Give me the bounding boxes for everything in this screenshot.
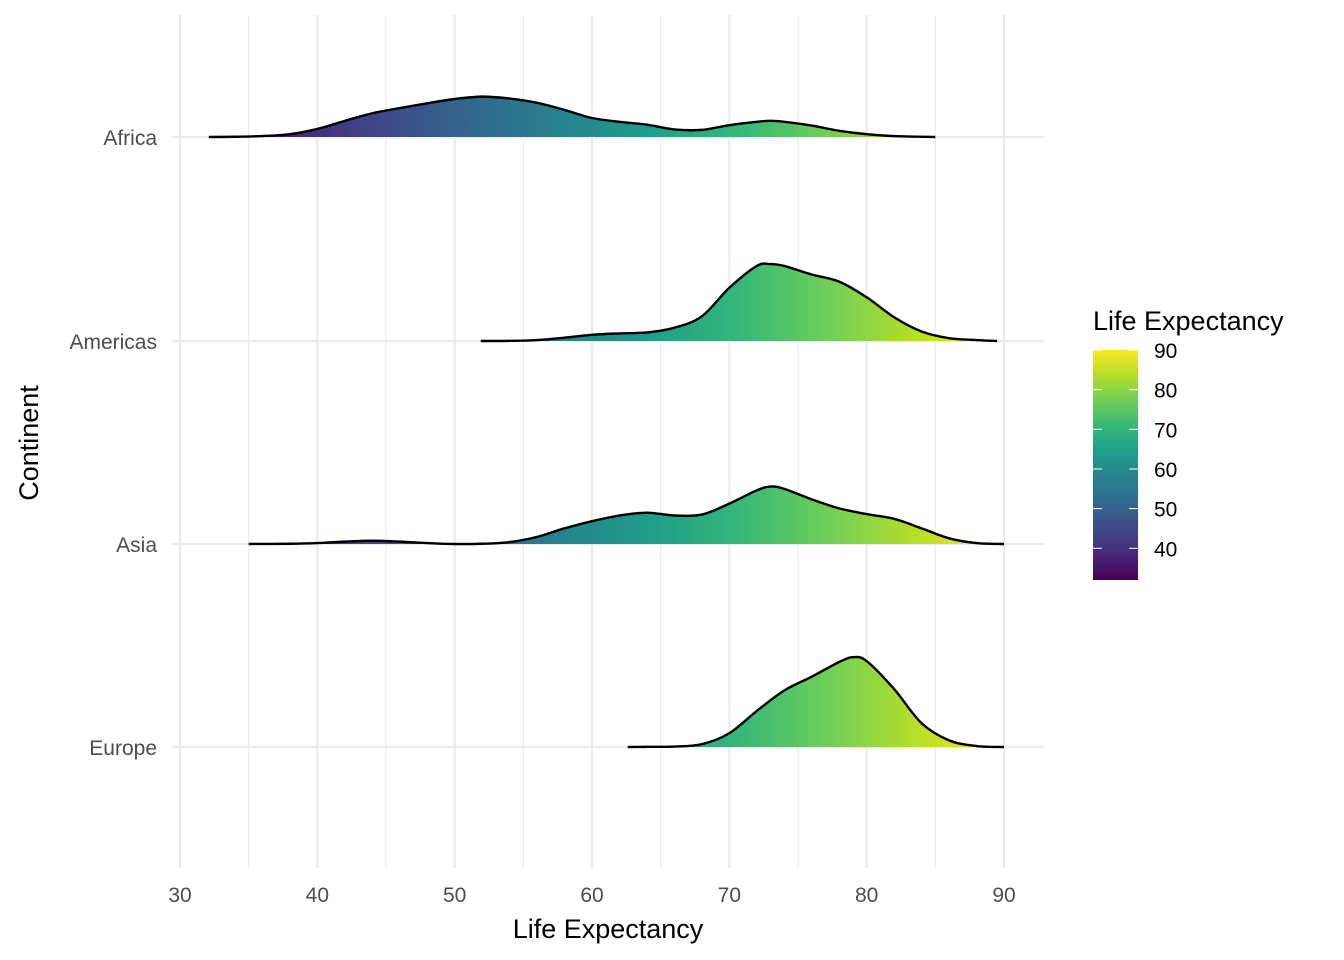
legend-label-60: 60 bbox=[1154, 459, 1177, 482]
y-tick-label-americas: Americas bbox=[69, 331, 157, 354]
x-tick-label-60: 60 bbox=[580, 884, 603, 907]
y-tick-label-africa: Africa bbox=[103, 127, 157, 150]
ridge-line-americas bbox=[480, 262, 998, 343]
legend-label-40: 40 bbox=[1154, 538, 1177, 561]
legend-ticks: 40 50 60 70 80 90 bbox=[1093, 340, 1177, 561]
y-tick-label-europe: Europe bbox=[89, 737, 157, 760]
legend-label-80: 80 bbox=[1154, 380, 1177, 403]
y-axis-title: Continent bbox=[14, 385, 44, 501]
legend-title: Life Expectancy bbox=[1093, 306, 1284, 336]
x-axis-title: Life Expectancy bbox=[513, 914, 704, 944]
ridge-line-africa bbox=[208, 95, 936, 139]
ridge-fill-africa bbox=[208, 96, 936, 137]
x-tick-label-50: 50 bbox=[443, 884, 466, 907]
ridge-fill-americas bbox=[480, 263, 998, 341]
y-tick-label-asia: Asia bbox=[116, 534, 157, 557]
legend-colorbar bbox=[1093, 350, 1138, 580]
legend-label-70: 70 bbox=[1154, 419, 1177, 442]
ridges bbox=[208, 95, 1005, 749]
y-axis: Africa Americas Asia Europe bbox=[69, 127, 157, 760]
x-tick-label-80: 80 bbox=[855, 884, 878, 907]
ridge-line-europe bbox=[627, 655, 1005, 749]
ridge-fill-europe bbox=[627, 656, 1004, 747]
legend-label-50: 50 bbox=[1154, 499, 1177, 522]
x-tick-label-30: 30 bbox=[168, 884, 191, 907]
x-tick-label-90: 90 bbox=[992, 884, 1015, 907]
x-tick-label-70: 70 bbox=[718, 884, 741, 907]
legend-label-90: 90 bbox=[1154, 340, 1177, 363]
x-tick-label-40: 40 bbox=[306, 884, 329, 907]
ridge-line-asia bbox=[248, 485, 1005, 546]
legend: Life Expectancy 40 50 60 70 80 90 bbox=[1093, 306, 1284, 580]
x-axis: 30 40 50 60 70 80 90 bbox=[168, 884, 1015, 907]
